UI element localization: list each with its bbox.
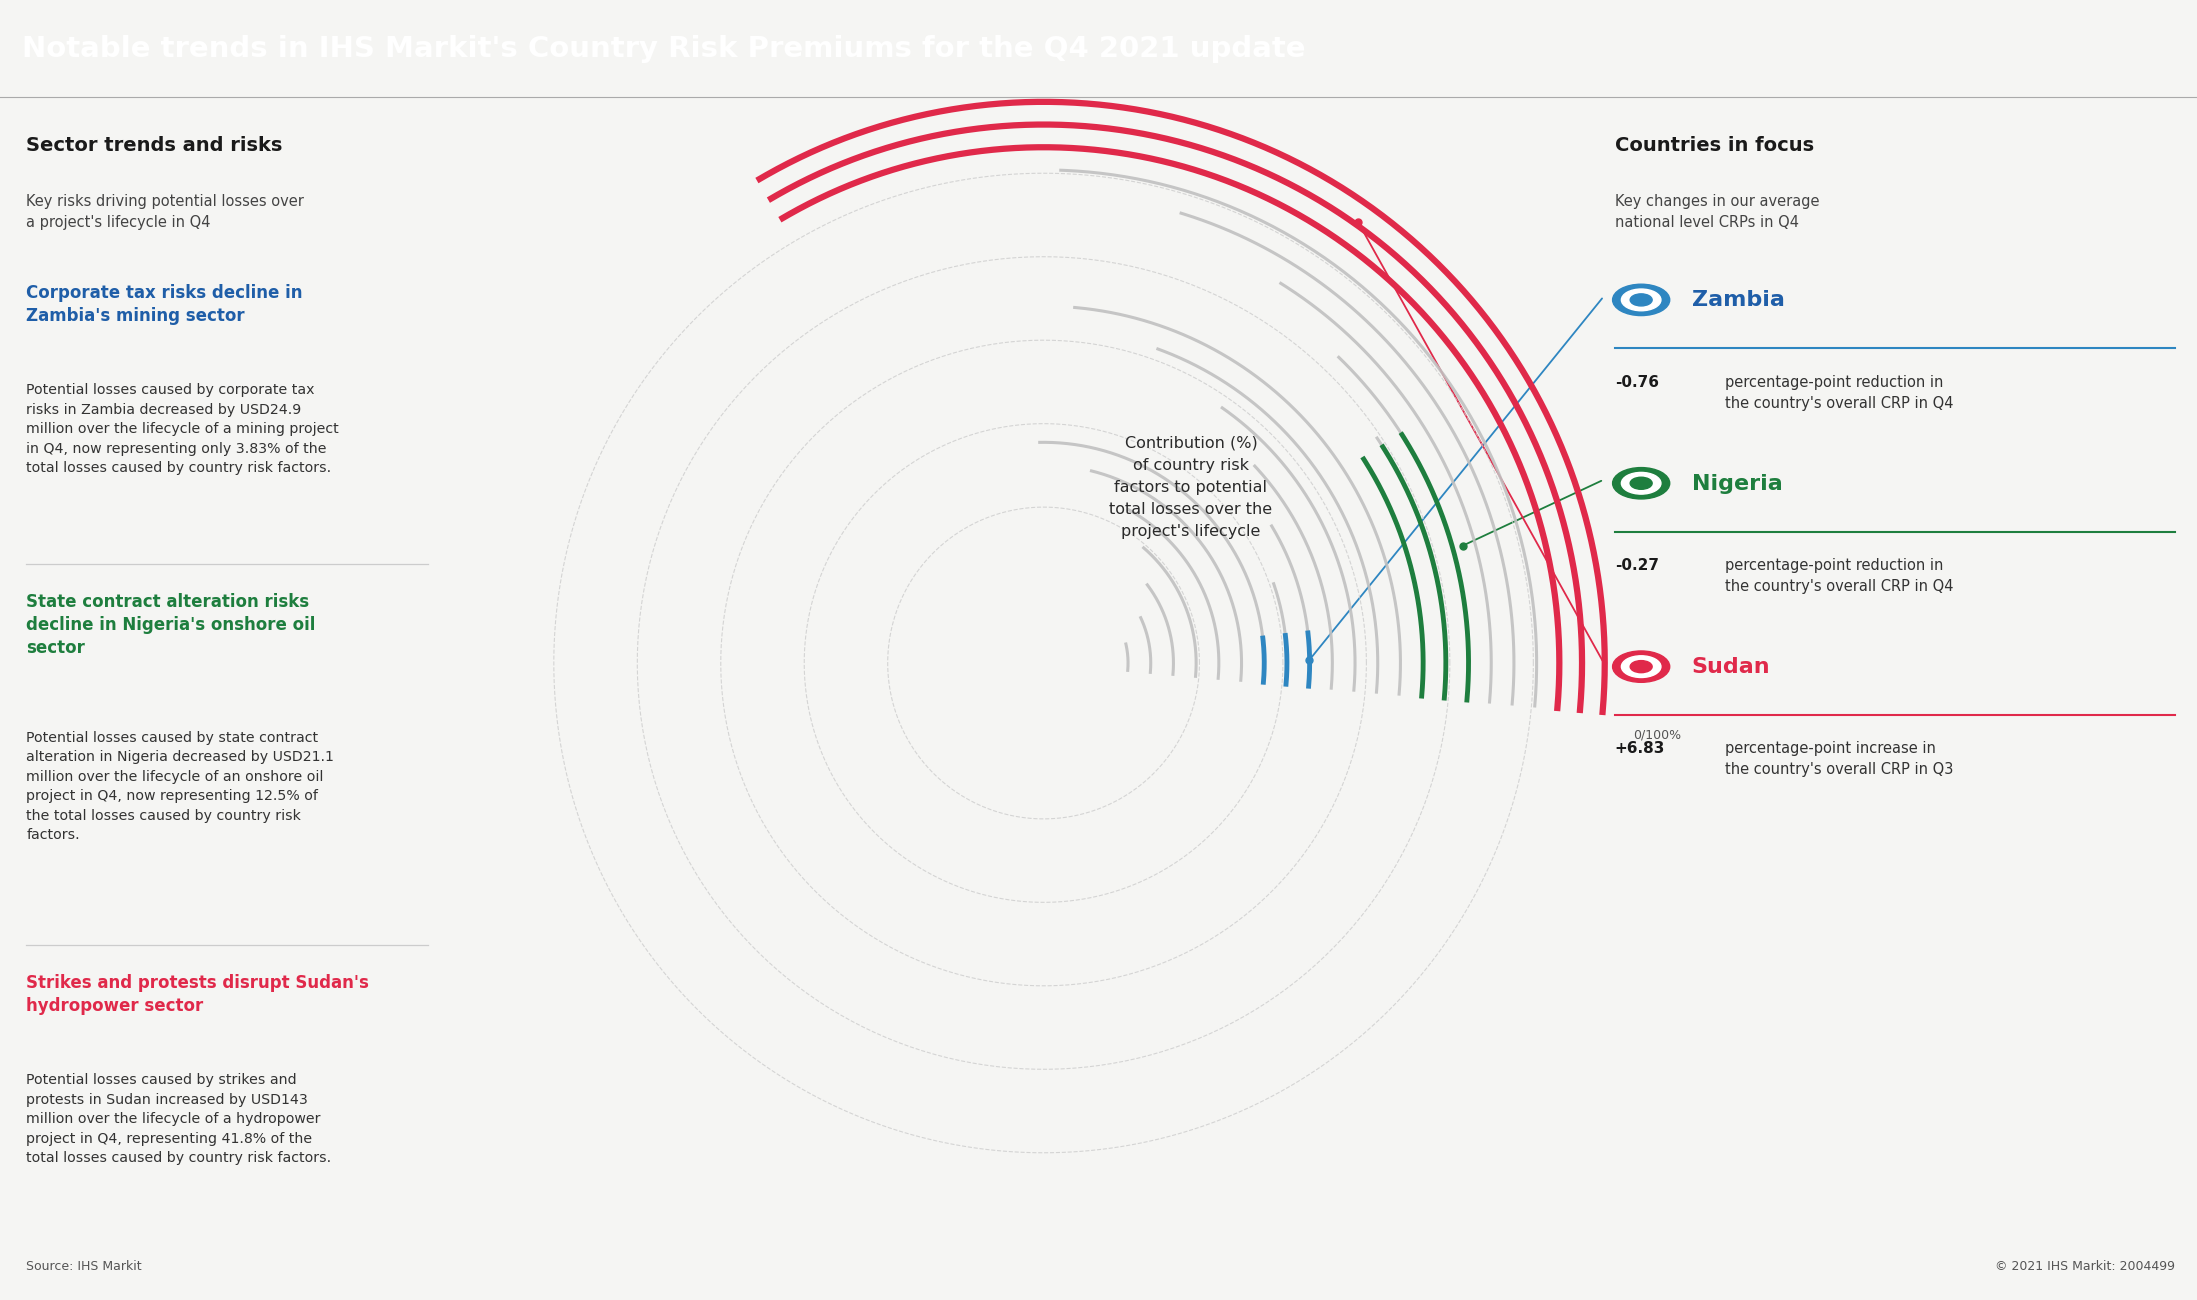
Text: State contract alteration risks
decline in Nigeria's onshore oil
sector: State contract alteration risks decline …	[26, 593, 316, 656]
Text: Notable trends in IHS Markit's Country Risk Premiums for the Q4 2021 update: Notable trends in IHS Markit's Country R…	[22, 35, 1305, 62]
Text: Sudan: Sudan	[1692, 656, 1771, 677]
Text: -0.27: -0.27	[1615, 558, 1659, 573]
Circle shape	[1630, 477, 1652, 489]
Circle shape	[1613, 468, 1670, 499]
Text: percentage-point increase in
the country's overall CRP in Q3: percentage-point increase in the country…	[1725, 741, 1953, 777]
Circle shape	[1621, 289, 1661, 311]
Circle shape	[1613, 651, 1670, 682]
Text: © 2021 IHS Markit: 2004499: © 2021 IHS Markit: 2004499	[1995, 1261, 2175, 1274]
Text: Corporate tax risks decline in
Zambia's mining sector: Corporate tax risks decline in Zambia's …	[26, 285, 303, 325]
Text: Strikes and protests disrupt Sudan's
hydropower sector: Strikes and protests disrupt Sudan's hyd…	[26, 974, 369, 1015]
Text: percentage-point reduction in
the country's overall CRP in Q4: percentage-point reduction in the countr…	[1725, 558, 1953, 594]
Text: +6.83: +6.83	[1615, 741, 1665, 757]
Text: Key risks driving potential losses over
a project's lifecycle in Q4: Key risks driving potential losses over …	[26, 194, 303, 230]
Text: 0/100%: 0/100%	[1635, 729, 1681, 742]
Circle shape	[1621, 655, 1661, 677]
Text: Sector trends and risks: Sector trends and risks	[26, 135, 283, 155]
Text: percentage-point reduction in
the country's overall CRP in Q4: percentage-point reduction in the countr…	[1725, 374, 1953, 411]
Text: Source: IHS Markit: Source: IHS Markit	[26, 1261, 143, 1274]
Circle shape	[1613, 285, 1670, 316]
Circle shape	[1630, 660, 1652, 672]
Text: Nigeria: Nigeria	[1692, 473, 1782, 494]
Text: -0.76: -0.76	[1615, 374, 1659, 390]
Text: Contribution (%)
of country risk
factors to potential
total losses over the
proj: Contribution (%) of country risk factors…	[1109, 436, 1272, 540]
Text: Zambia: Zambia	[1692, 290, 1784, 311]
Circle shape	[1630, 294, 1652, 306]
Text: Potential losses caused by corporate tax
risks in Zambia decreased by USD24.9
mi: Potential losses caused by corporate tax…	[26, 384, 338, 474]
Text: Key changes in our average
national level CRPs in Q4: Key changes in our average national leve…	[1615, 194, 1819, 230]
Text: Potential losses caused by strikes and
protests in Sudan increased by USD143
mil: Potential losses caused by strikes and p…	[26, 1074, 332, 1165]
Circle shape	[1621, 472, 1661, 494]
Text: Potential losses caused by state contract
alteration in Nigeria decreased by USD: Potential losses caused by state contrac…	[26, 731, 334, 842]
Text: Countries in focus: Countries in focus	[1615, 135, 1815, 155]
